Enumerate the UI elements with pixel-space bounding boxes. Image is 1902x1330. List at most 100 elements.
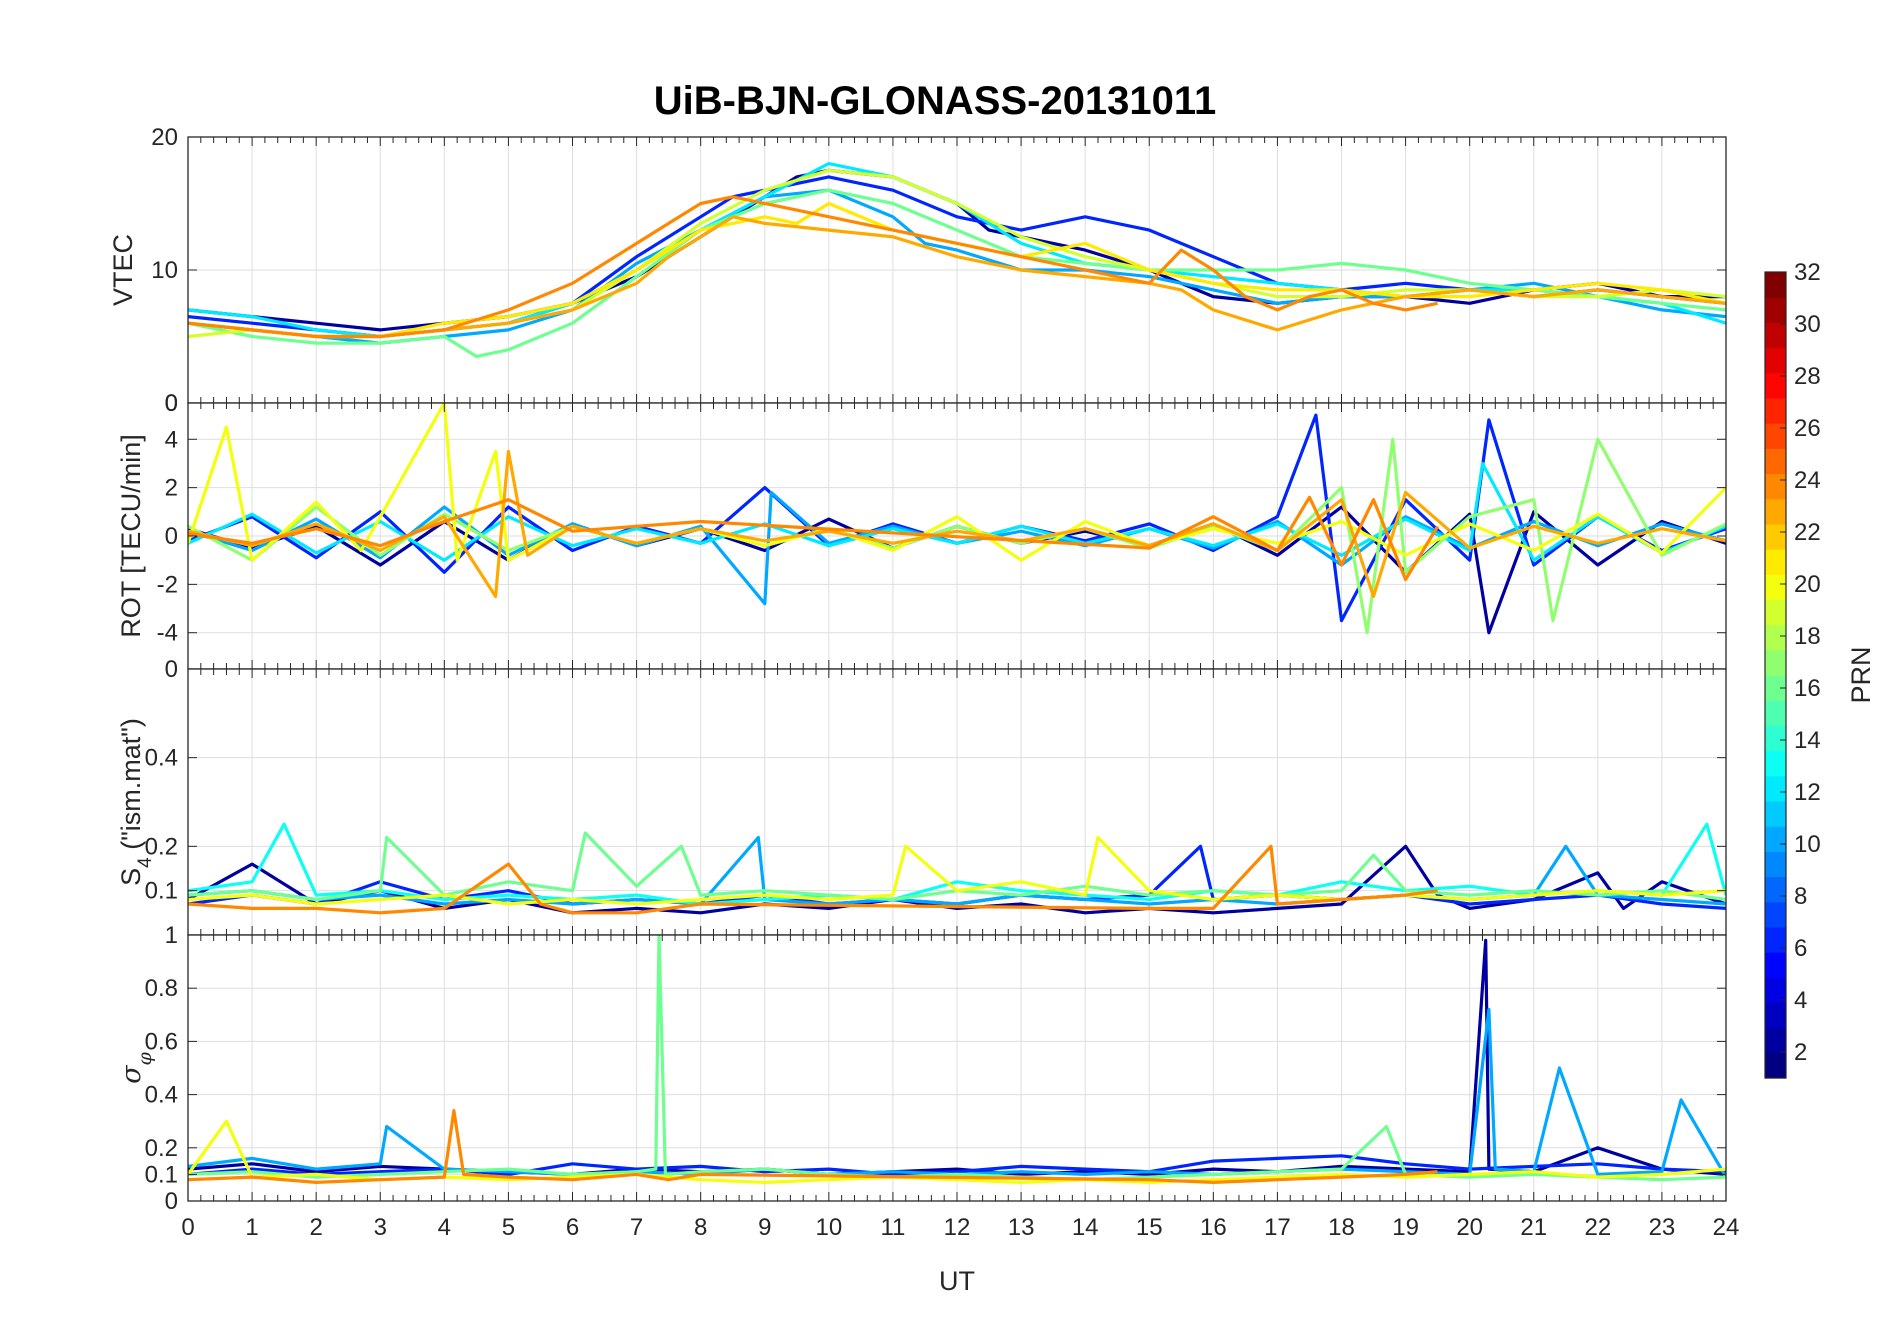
x-tick-label: 15 xyxy=(1136,1214,1163,1241)
colorbar-swatch xyxy=(1765,397,1786,424)
colorbar-tick-label: 20 xyxy=(1794,571,1821,598)
series-prn-24 xyxy=(188,1109,1438,1184)
series-prn-24 xyxy=(188,844,1438,915)
x-tick-label: 2 xyxy=(309,1214,322,1241)
y-axis-label-main: σ xyxy=(116,1064,147,1084)
colorbar-tick-label: 12 xyxy=(1794,779,1821,806)
colorbar-tick-label: 28 xyxy=(1794,363,1821,390)
y-tick-label: 0.1 xyxy=(145,1161,178,1188)
colorbar-swatch xyxy=(1765,1002,1786,1029)
y-tick-label: 0.4 xyxy=(145,1082,178,1109)
y-tick-label: 20 xyxy=(151,124,178,151)
x-tick-label: 9 xyxy=(758,1214,771,1241)
colorbar-swatch xyxy=(1765,322,1786,349)
colorbar-tick-label: 18 xyxy=(1794,623,1821,650)
x-tick-label: 10 xyxy=(815,1214,842,1241)
colorbar-tick-label: 4 xyxy=(1794,987,1807,1014)
x-tick-label: 12 xyxy=(944,1214,971,1241)
series-group xyxy=(188,935,1726,1184)
x-tick-label: 1 xyxy=(245,1214,258,1241)
series-group xyxy=(188,162,1726,358)
colorbar-swatch xyxy=(1765,347,1786,374)
series-prn-23 xyxy=(188,215,1726,339)
colorbar-swatch xyxy=(1765,297,1786,323)
x-tick-label: 7 xyxy=(630,1214,643,1241)
colorbar-swatch xyxy=(1765,1052,1786,1079)
x-tick-label: 13 xyxy=(1008,1214,1035,1241)
colorbar-swatch xyxy=(1765,675,1786,701)
colorbar-tick-label: 16 xyxy=(1794,675,1821,702)
y-tick-label: 0 xyxy=(165,1188,178,1215)
colorbar-tick-label: 10 xyxy=(1794,831,1821,858)
x-tick-label: 8 xyxy=(694,1214,707,1241)
colorbar-tick-label: 14 xyxy=(1794,727,1821,754)
y-axis-label: ROT [TECU/min] xyxy=(116,434,146,638)
colorbar-swatch xyxy=(1765,750,1786,777)
colorbar-swatch xyxy=(1765,473,1786,500)
x-tick-label: 19 xyxy=(1392,1214,1419,1241)
y-tick-label: 0.4 xyxy=(145,745,178,772)
colorbar-swatch xyxy=(1765,977,1786,1004)
x-tick-label: 0 xyxy=(181,1214,194,1241)
y-axis-label: VTEC xyxy=(108,234,138,306)
y-tick-label: 0.2 xyxy=(145,1135,178,1162)
colorbar-swatch xyxy=(1765,1027,1786,1054)
colorbar-swatch xyxy=(1765,826,1786,852)
y-axis-label-sub: φ xyxy=(134,1051,156,1065)
colorbar-swatch xyxy=(1765,372,1786,399)
y-tick-label: 4 xyxy=(165,426,178,453)
y-tick-label: 0.1 xyxy=(145,878,178,905)
x-tick-label: 23 xyxy=(1649,1214,1676,1241)
colorbar-swatch xyxy=(1765,523,1786,550)
colorbar-tick-label: 8 xyxy=(1794,883,1807,910)
minor-ticks xyxy=(187,137,1727,403)
colorbar-swatch xyxy=(1765,498,1786,525)
series-prn-20 xyxy=(188,835,1726,906)
colorbar-swatch xyxy=(1765,574,1786,601)
colorbar-tick-label: 26 xyxy=(1794,415,1821,442)
y-tick-label: 0 xyxy=(165,390,178,417)
colorbar-tick-label: 24 xyxy=(1794,467,1821,494)
x-tick-label: 21 xyxy=(1520,1214,1547,1241)
y-axis-label: S4 ("ism.mat") xyxy=(116,718,156,886)
series-group xyxy=(188,822,1726,915)
panel-1: 0 10 20 VTEC xyxy=(108,124,1727,417)
colorbar-swatch xyxy=(1765,800,1786,827)
colorbar-swatch xyxy=(1765,624,1786,651)
colorbar-swatch xyxy=(1765,700,1786,726)
minor-ticks xyxy=(187,935,1727,1201)
series-prn-24 xyxy=(188,495,1439,582)
chart-title: UiB-BJN-GLONASS-20131011 xyxy=(654,79,1216,123)
colorbar-swatch xyxy=(1765,851,1786,878)
colorbar-swatch xyxy=(1765,725,1786,752)
colorbar-tick-label: 6 xyxy=(1794,935,1807,962)
minor-ticks xyxy=(187,669,1727,935)
colorbar-swatch xyxy=(1765,549,1786,575)
series-prn-24 xyxy=(188,195,1438,339)
y-tick-label: 10 xyxy=(151,257,178,284)
colorbar-label: PRN xyxy=(1846,646,1876,703)
x-tick-label: 17 xyxy=(1264,1214,1291,1241)
colorbar-swatch xyxy=(1765,876,1786,903)
x-tick-label: 11 xyxy=(880,1214,905,1241)
y-axis-label: σφ xyxy=(116,1051,156,1083)
series-group xyxy=(188,403,1726,635)
x-tick-label: 6 xyxy=(566,1214,579,1241)
y-axis-label-main: S xyxy=(116,868,146,886)
y-tick-label: 0 xyxy=(165,390,178,417)
colorbar-tick-label: 2 xyxy=(1794,1039,1807,1066)
x-axis-label: UT xyxy=(939,1266,975,1296)
colorbar-tick-label: 32 xyxy=(1794,259,1821,286)
x-tick-label: 24 xyxy=(1713,1214,1740,1241)
colorbar-tick-label: 22 xyxy=(1794,519,1821,546)
y-tick-label: 0.2 xyxy=(145,833,178,860)
colorbar-swatch xyxy=(1765,649,1786,676)
colorbar-frame xyxy=(1764,271,1787,1079)
x-tick-label: 4 xyxy=(438,1214,451,1241)
panel-3: 0.1 0.2 0.4 0 S4 ("ism.mat") xyxy=(116,656,1727,936)
x-tick-label: 16 xyxy=(1200,1214,1227,1241)
colorbar-tick-label: 30 xyxy=(1794,311,1821,338)
